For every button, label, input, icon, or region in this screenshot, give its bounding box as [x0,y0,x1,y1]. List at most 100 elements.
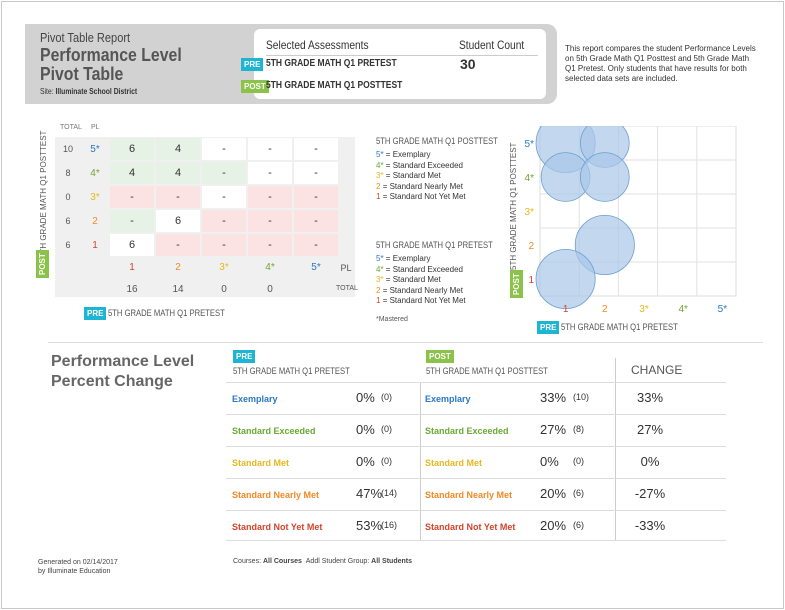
legend-item: 2 = Standard Nearly Met [376,286,513,297]
generated-line1: Generated on 02/14/2017 [38,559,118,566]
legend-code: 3* [376,171,384,180]
site-info: Site: Illuminate School District [40,87,137,96]
pct-post-value: 0% [540,454,559,469]
chart-x-tick: 2 [602,304,608,315]
chart-y-tick: 1 [528,275,534,286]
pivot-cell: - [248,234,292,256]
pct-pre-value: 0% [356,454,375,469]
pivot-row-total: 0 [65,192,71,202]
pct-post-value: 20% [540,518,567,533]
pct-post-category: Standard Nearly Met [425,490,513,500]
pct-post-count: (10) [573,392,590,402]
pivot-col-level: 3* [219,262,229,273]
legend-text: = Standard Exceeded [385,264,463,274]
chart-bubble [574,215,635,276]
selected-assessments-label: Selected Assessments [266,38,369,52]
chart-x-tick: 3* [639,304,649,315]
pct-post-category: Standard Exceeded [425,426,509,436]
pivot-col-total: 16 [126,284,138,295]
courses-label: Courses: [233,558,262,565]
pct-col-divider-1 [420,382,421,540]
pivot-cell: - [294,162,338,184]
pre-badge: PRE [241,58,264,71]
pct-post-count: (6) [573,488,584,498]
pct-pre-badge: PRE [233,350,256,363]
chart-pre-badge: PRE [537,321,560,334]
pct-post-category: Exemplary [425,394,471,404]
group-label: Addl Student Group: [305,558,370,565]
legend-code: 1 [376,192,381,201]
pivot-row-level: 2 [92,216,98,227]
legend-code: 4* [376,264,384,274]
group-value: All Students [371,558,412,565]
bubble-chart: 1 2 3* 4* 5* 1 2 3* 4* 5* [512,112,772,336]
site-label: Site: [40,87,54,96]
pct-pre-count: (0) [381,424,392,434]
legend-item: 4* = Standard Exceeded [376,161,519,172]
pivot-pre-badge: PRE [84,307,107,320]
pivot-row-total: 6 [65,240,71,250]
chart-x-tick: 4* [678,304,688,315]
percent-change-title: Performance Level Percent Change [51,352,194,392]
pct-pre-category: Standard Nearly Met [232,490,320,500]
pct-post-value: 27% [540,422,567,437]
pivot-col-level: 2 [175,262,181,273]
pivot-total-header: TOTAL [60,124,82,131]
chart-bubble [580,152,630,202]
pct-post-header: 5TH GRADE MATH Q1 POSTTEST [426,366,548,376]
pct-pre-value: 47% [356,486,383,501]
pivot-row-total: 6 [65,216,71,226]
pct-pre-header: 5TH GRADE MATH Q1 PRETEST [233,366,350,376]
legend-pre-items: 5* = Exemplary 4* = Standard Exceeded 3* =… [376,254,513,307]
legend-item: 2 = Standard Nearly Met [376,182,519,193]
pct-change-value: -27% [634,486,666,501]
pct-post-count: (0) [573,456,584,466]
pct-change-value: 27% [636,422,664,437]
generated-line2: by Illuminate Education [38,568,111,575]
legend-post-items: 5* = Exemplary 4* = Standard Exceeded 3* =… [376,150,519,203]
legend-text: = Standard Nearly Met [382,181,463,191]
legend-text: = Exemplary [385,150,431,159]
pivot-cell: - [248,210,292,232]
courses-value: All Courses [262,558,302,565]
pct-post-value: 33% [540,390,567,405]
chart-y-tick: 5* [525,139,535,150]
pivot-cell: - [156,234,200,256]
pivot-row-level: 1 [92,240,98,251]
pivot-col-total: 14 [172,284,184,295]
report-label: Pivot Table Report [40,30,131,45]
legend-code: 1 [376,296,381,305]
pct-pre-category: Exemplary [232,394,278,404]
pivot-col-level: 4* [265,262,275,273]
page-title-line2: Pivot Table [40,64,124,84]
student-count-label: Student Count [459,38,525,52]
site-value: Illuminate School District [55,87,138,96]
legend-item: 5* = Exemplary [376,254,513,265]
pct-table-row: Standard Nearly Met 47% (14) Standard Nearl… [226,478,726,510]
pivot-cell: - [202,234,246,256]
legend-text: = Standard Nearly Met [382,285,463,295]
pct-pre-category: Standard Met [232,458,290,468]
pivot-cell: 4 [156,162,200,184]
pct-pre-count: (0) [381,392,392,402]
pivot-cell: 4 [156,138,200,160]
chart-x-tick: 1 [563,304,569,315]
legend-text: = Standard Exceeded [385,160,463,170]
pct-pre-value: 0% [356,390,375,405]
percent-change-title-line1: Performance Level [51,353,195,370]
legend-code: 2 [376,285,381,295]
legend-code: 2 [376,181,381,191]
pivot-row-level: 5* [90,144,100,155]
pct-table-row: Standard Not Yet Met 53% (16) Standard Not … [226,510,726,542]
percent-change-title-line2: Percent Change [51,373,173,390]
pre-assessment-name: 5TH GRADE MATH Q1 PRETEST [266,58,397,69]
legend-text: = Standard Not Yet Met [382,296,466,305]
pivot-col-total: 0 [221,284,227,295]
legend-item: 1 = Standard Not Yet Met [376,192,519,203]
legend-pre: 5TH GRADE MATH Q1 PRETEST 5* = Exemplary… [376,240,513,307]
legend-post: 5TH GRADE MATH Q1 POSTTEST 5* = Exemplar… [376,136,519,203]
pct-post-category: Standard Not Yet Met [425,522,516,532]
legend-code: 5* [376,254,384,263]
legend-text: = Standard Met [385,275,441,284]
pivot-row-level: 4* [90,168,100,179]
